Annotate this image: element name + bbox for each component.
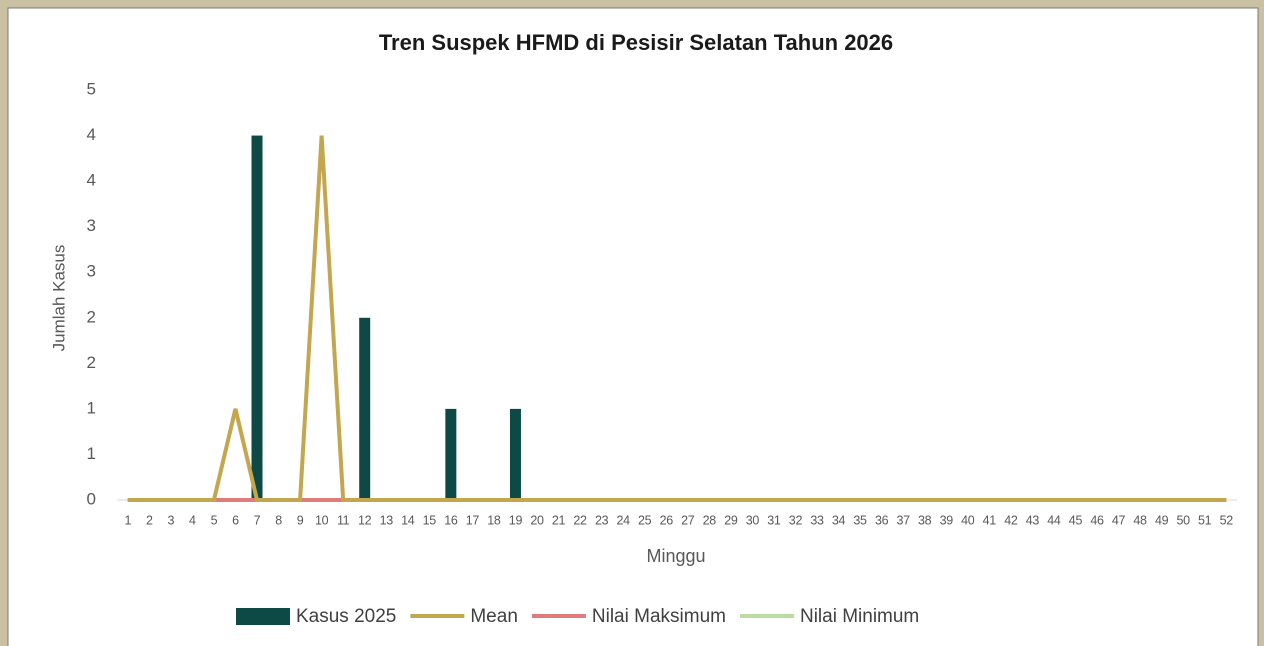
x-tick-label: 23 (595, 513, 609, 527)
x-tick-label: 22 (573, 513, 587, 527)
x-tick-label: 11 (337, 513, 350, 527)
line (127, 135, 1227, 502)
x-tick-label: 43 (1026, 513, 1040, 527)
x-tick-label: 24 (616, 513, 630, 527)
bar (359, 317, 371, 500)
x-tick-label: 17 (466, 513, 480, 527)
x-tick-label: 6 (232, 513, 239, 527)
x-tick-label: 41 (983, 513, 997, 527)
x-tick-label: 19 (509, 513, 523, 527)
x-tick-label: 20 (530, 513, 544, 527)
x-tick-label: 2 (146, 513, 153, 527)
y-tick-label: 4 (87, 171, 96, 190)
bar (445, 408, 457, 500)
x-tick-label: 42 (1004, 513, 1018, 527)
y-tick-label: 2 (87, 307, 96, 326)
y-axis-title: Jumlah Kasus (49, 245, 68, 352)
x-tick-label: 4 (189, 513, 196, 527)
x-tick-label: 29 (724, 513, 738, 527)
x-tick-label: 13 (380, 513, 394, 527)
x-axis-title: Minggu (646, 546, 705, 566)
y-tick-label: 4 (87, 125, 96, 144)
x-tick-label: 36 (875, 513, 889, 527)
x-tick-label: 52 (1220, 513, 1234, 527)
chart-title: Tren Suspek HFMD di Pesisir Selatan Tahu… (379, 30, 893, 55)
x-tick-label: 14 (401, 513, 415, 527)
bar (251, 135, 263, 501)
x-tick-label: 9 (297, 513, 304, 527)
x-tick-label: 15 (423, 513, 437, 527)
x-tick-label: 46 (1090, 513, 1104, 527)
x-tick-label: 38 (918, 513, 932, 527)
y-tick-label: 1 (87, 444, 96, 463)
legend-swatch (236, 608, 290, 625)
y-tick-label: 0 (87, 489, 96, 508)
x-tick-label: 5 (211, 513, 218, 527)
x-tick-label: 34 (832, 513, 846, 527)
x-tick-label: 25 (638, 513, 652, 527)
x-tick-label: 27 (681, 513, 695, 527)
y-tick-label: 5 (87, 79, 96, 98)
x-tick-label: 51 (1198, 513, 1212, 527)
x-tick-label: 40 (961, 513, 975, 527)
x-tick-label: 44 (1047, 513, 1061, 527)
x-tick-label: 1 (124, 513, 131, 527)
y-tick-label: 3 (87, 216, 96, 235)
x-tick-label: 28 (703, 513, 717, 527)
x-tick-label: 30 (746, 513, 760, 527)
x-tick-label: 35 (853, 513, 867, 527)
x-tick-label: 12 (358, 513, 372, 527)
x-tick-label: 10 (315, 513, 329, 527)
chart-panel (7, 7, 1259, 646)
x-tick-label: 26 (660, 513, 674, 527)
legend-label: Mean (470, 606, 518, 627)
x-tick-label: 32 (789, 513, 803, 527)
x-tick-label: 8 (275, 513, 282, 527)
legend-label: Nilai Maksimum (592, 606, 726, 627)
bar (509, 408, 521, 500)
x-tick-label: 33 (810, 513, 824, 527)
x-tick-label: 37 (896, 513, 910, 527)
x-tick-label: 7 (254, 513, 261, 527)
y-tick-label: 2 (87, 353, 96, 372)
y-tick-label: 3 (87, 262, 96, 281)
x-tick-label: 18 (487, 513, 501, 527)
x-tick-label: 39 (940, 513, 954, 527)
x-tick-label: 31 (767, 513, 781, 527)
x-tick-label: 47 (1112, 513, 1126, 527)
legend-label: Kasus 2025 (296, 606, 396, 627)
x-tick-label: 48 (1133, 513, 1147, 527)
x-tick-label: 50 (1176, 513, 1190, 527)
x-tick-label: 45 (1069, 513, 1083, 527)
y-tick-label: 1 (87, 398, 96, 417)
x-tick-label: 16 (444, 513, 458, 527)
x-tick-label: 3 (168, 513, 175, 527)
x-tick-label: 21 (552, 513, 566, 527)
legend-label: Nilai Minimum (800, 606, 919, 627)
x-tick-label: 49 (1155, 513, 1169, 527)
